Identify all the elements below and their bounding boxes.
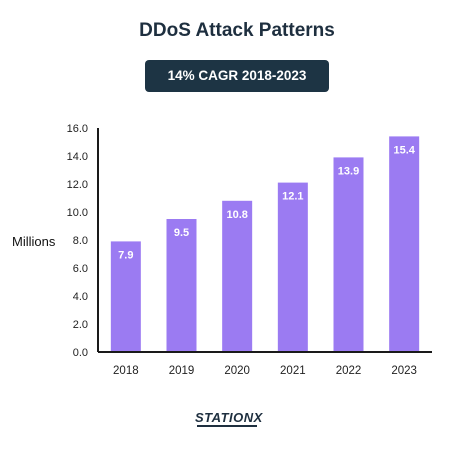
y-tick-label: 8.0 (73, 235, 88, 247)
y-tick-label: 10.0 (67, 207, 88, 219)
bar-2018 (110, 241, 141, 352)
bars: 7.9 9.5 10.8 12.1 13.9 15.4 (110, 136, 420, 352)
data-label-2021: 12.1 (282, 191, 303, 203)
data-label-2018: 7.9 (118, 249, 133, 261)
x-tick-label: 2022 (336, 365, 362, 377)
y-tick-label: 2.0 (73, 319, 88, 331)
x-tick-label: 2019 (169, 365, 195, 377)
cagr-badge: 14% CAGR 2018-2023 (145, 60, 329, 92)
bar-2023 (389, 136, 420, 352)
y-tick-label: 6.0 (73, 263, 88, 275)
y-tick-label: 0.0 (73, 347, 88, 359)
logo-wordmark: STATIONX (195, 410, 264, 425)
y-tick-label: 16.0 (67, 123, 88, 135)
data-label-2019: 9.5 (174, 227, 189, 239)
y-tick-label: 14.0 (67, 151, 88, 163)
x-tick-label: 2020 (224, 365, 250, 377)
bar-2021 (277, 182, 308, 352)
data-label-2022: 13.9 (338, 165, 359, 177)
chart-title: DDoS Attack Patterns (139, 20, 335, 41)
bar-2022 (333, 157, 364, 352)
y-axis-label: Millions (12, 234, 56, 249)
x-tick-label: 2021 (280, 365, 306, 377)
data-label-2023: 15.4 (393, 144, 415, 156)
stationx-logo: STATIONX (195, 404, 281, 430)
x-tick-label: 2023 (391, 365, 417, 377)
y-tick-label: 4.0 (73, 291, 88, 303)
x-tick-label: 2018 (113, 365, 139, 377)
y-axis-ticks: 0.0 2.0 4.0 6.0 8.0 10.0 12.0 14.0 16.0 (67, 123, 88, 359)
x-axis-ticks: 2018 2019 2020 2021 2022 2023 (113, 365, 417, 377)
data-label-2020: 10.8 (226, 209, 247, 221)
y-tick-label: 12.0 (67, 179, 88, 191)
bar-2020 (222, 200, 253, 352)
bar-2019 (166, 219, 197, 352)
stationx-logo-mark: STATIONX (195, 410, 264, 427)
